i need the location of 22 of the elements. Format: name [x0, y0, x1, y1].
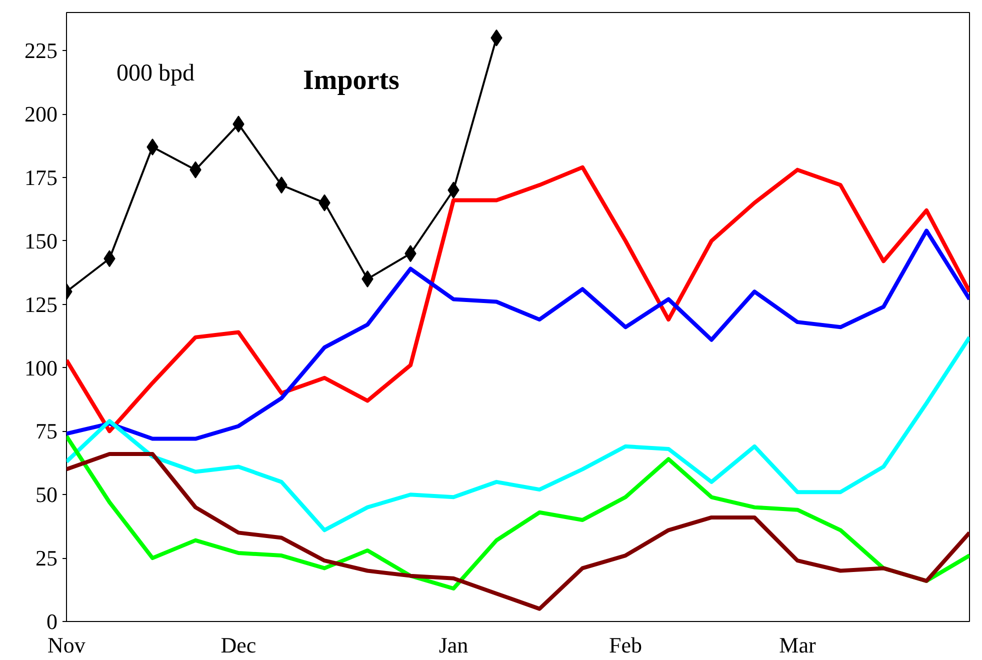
y-tick-label: 75: [36, 418, 58, 444]
line-series: [66, 434, 970, 591]
x-tick-label: Dec: [220, 632, 256, 658]
y-tick-label: 225: [24, 38, 58, 64]
y-tick-label: 175: [24, 164, 58, 190]
y-tick-label: 0: [46, 609, 58, 634]
y-tick-label: 125: [24, 292, 58, 317]
line-series: [66, 228, 970, 441]
y-tick-label: 100: [24, 355, 58, 380]
x-tick-label: Nov: [48, 632, 86, 658]
x-tick-label: Feb: [609, 632, 642, 658]
text: Imports: [303, 65, 400, 96]
x-tick-label: Mar: [779, 632, 816, 658]
y-tick-label: 200: [24, 102, 58, 126]
line-series: [66, 165, 970, 434]
line-series: [66, 335, 970, 532]
y-tick-label: 50: [36, 482, 58, 508]
x-tick-label: Jan: [438, 632, 468, 658]
line-series: [66, 452, 970, 611]
y-tick-label: 25: [36, 546, 58, 571]
annotation: 000 bpd: [116, 60, 194, 86]
y-tick-label: 150: [24, 228, 58, 254]
